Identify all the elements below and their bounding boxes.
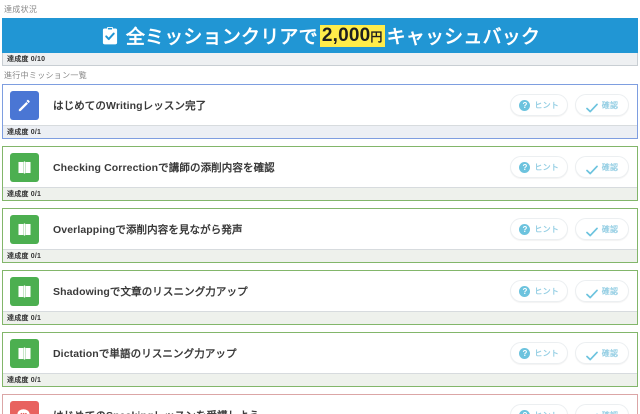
- check-icon: [585, 100, 598, 113]
- mission-card[interactable]: Checking Correctionで講師の添削内容を確認? ヒント 確認 達成度 …: [2, 146, 638, 201]
- mission-title: Dictationで単語のリスニング力アップ: [53, 347, 237, 360]
- mission-title: はじめてのWritingレッスン完了: [53, 99, 207, 112]
- mission-card[interactable]: Overlappingで添削内容を見ながら発声? ヒント 確認 達成度 0/1: [2, 208, 638, 263]
- hint-button[interactable]: ?ヒント: [510, 342, 568, 364]
- banner-currency: 円: [370, 29, 383, 44]
- confirm-button[interactable]: 確認: [575, 342, 629, 364]
- mission-progress-bar: 達成度 0/1: [3, 249, 637, 262]
- confirm-button[interactable]: 確認: [575, 280, 629, 302]
- mission-progress-bar: 達成度 0/1: [3, 125, 637, 138]
- question-circle-icon: ?: [519, 99, 531, 111]
- question-circle-icon: ?: [519, 161, 531, 173]
- hint-button-label: ヒント: [534, 162, 559, 172]
- check-icon: [585, 224, 598, 237]
- book-icon: [10, 214, 39, 244]
- mission-actions: ?ヒント 確認: [510, 280, 629, 302]
- mission-progress-bar: 達成度 0/1: [3, 373, 637, 386]
- confirm-button-label: 確認: [601, 162, 619, 172]
- banner-amount-value: 2,000: [321, 24, 371, 46]
- mission-progress-bar: 達成度 0/1: [3, 311, 637, 324]
- clipboard-check-icon: [100, 26, 120, 46]
- mission-title: Checking Correctionで講師の添削内容を確認: [53, 161, 275, 174]
- hint-button[interactable]: ?ヒント: [510, 280, 568, 302]
- hint-button-label: ヒント: [534, 348, 559, 358]
- banner-amount: 2,000円: [319, 24, 385, 47]
- cashback-banner: 全ミッションクリアで 2,000円 キャッシュバック: [2, 18, 638, 53]
- question-circle-icon: ?: [519, 223, 531, 235]
- cashback-banner-text: 全ミッションクリアで 2,000円 キャッシュバック: [126, 22, 540, 49]
- mission-card[interactable]: はじめてのWritingレッスン完了? ヒント 確認 達成度 0/1: [2, 84, 638, 139]
- confirm-button-label: 確認: [601, 224, 619, 234]
- confirm-button-label: 確認: [601, 100, 619, 110]
- mission-card[interactable]: Dictationで単語のリスニング力アップ? ヒント 確認 達成度 0/1: [2, 332, 638, 387]
- mission-card-body: Shadowingで文章のリスニング力アップ? ヒント 確認: [3, 271, 637, 311]
- mission-card-body: はじめてのWritingレッスン完了? ヒント 確認: [3, 85, 637, 125]
- overall-progress-label: 達成度 0/10: [7, 55, 46, 63]
- hint-button[interactable]: ?ヒント: [510, 94, 568, 116]
- question-circle-icon: ?: [519, 409, 531, 414]
- mission-card-body: Dictationで単語のリスニング力アップ? ヒント 確認: [3, 333, 637, 373]
- question-circle-icon: ?: [519, 347, 531, 359]
- cashback-banner-wrapper: 全ミッションクリアで 2,000円 キャッシュバック 達成度 0/10: [2, 18, 638, 66]
- hint-button-label: ヒント: [534, 224, 559, 234]
- confirm-button[interactable]: 確認: [575, 94, 629, 116]
- mission-actions: ?ヒント 確認: [510, 156, 629, 178]
- book-icon: [10, 152, 39, 182]
- pencil-icon: [10, 90, 39, 120]
- book-icon: [10, 276, 39, 306]
- book-icon: [10, 338, 39, 368]
- mission-actions: ?ヒント 確認: [510, 342, 629, 364]
- check-icon: [586, 410, 598, 414]
- hint-button-label: ヒント: [534, 100, 559, 110]
- mission-title: はじめてのSpeakingレッスンを受講しよう: [39, 408, 510, 414]
- mission-progress-bar: 達成度 0/1: [3, 187, 637, 200]
- confirm-button-label: 確認: [601, 348, 619, 358]
- mission-progress-label: 達成度 0/1: [7, 376, 42, 384]
- hint-button[interactable]: ?ヒント: [510, 156, 568, 178]
- mission-actions: ?ヒント 確認: [510, 218, 629, 240]
- mission-progress-label: 達成度 0/1: [7, 190, 42, 198]
- check-icon: [585, 162, 598, 175]
- check-icon: [585, 348, 598, 361]
- overall-progress-bar: 達成度 0/10: [2, 53, 638, 66]
- mission-title: Overlappingで添削内容を見ながら発声: [53, 223, 243, 236]
- hint-button[interactable]: ?ヒント: [510, 218, 568, 240]
- mission-progress-label: 達成度 0/1: [7, 128, 42, 136]
- mission-card[interactable]: Shadowingで文章のリスニング力アップ? ヒント 確認 達成度 0/1: [2, 270, 638, 325]
- mission-progress-label: 達成度 0/1: [7, 314, 42, 322]
- confirm-button[interactable]: 確認: [575, 218, 629, 240]
- question-circle-icon: ?: [519, 285, 531, 297]
- mission-list: はじめてのWritingレッスン完了? ヒント 確認 達成度 0/1 Checking …: [2, 84, 638, 414]
- mission-list-caption: 進行中ミッション一覧: [4, 71, 87, 80]
- banner-text-before: 全ミッションクリアで: [125, 27, 318, 48]
- mission-title: Shadowingで文章のリスニング力アップ: [53, 285, 248, 298]
- hint-button-label: ヒント: [534, 410, 559, 414]
- achievement-status-caption: 達成状況: [4, 5, 38, 14]
- confirm-button[interactable]: 確認: [575, 156, 629, 178]
- check-icon: [585, 286, 598, 299]
- hint-button[interactable]: ?ヒント: [510, 404, 568, 414]
- hint-button-label: ヒント: [534, 286, 559, 296]
- confirm-button-label: 確認: [601, 286, 619, 296]
- mission-card-body: Checking Correctionで講師の添削内容を確認? ヒント 確認: [3, 147, 637, 187]
- mission-progress-label: 達成度 0/1: [7, 252, 42, 260]
- speech-bubble-icon: [10, 400, 39, 414]
- mission-actions: ?ヒント 確認: [510, 94, 629, 116]
- banner-text-after: キャッシュバック: [386, 27, 541, 48]
- confirm-button[interactable]: 確認: [575, 404, 629, 414]
- mission-card-body: Overlappingで添削内容を見ながら発声? ヒント 確認: [3, 209, 637, 249]
- confirm-button-label: 確認: [602, 410, 618, 414]
